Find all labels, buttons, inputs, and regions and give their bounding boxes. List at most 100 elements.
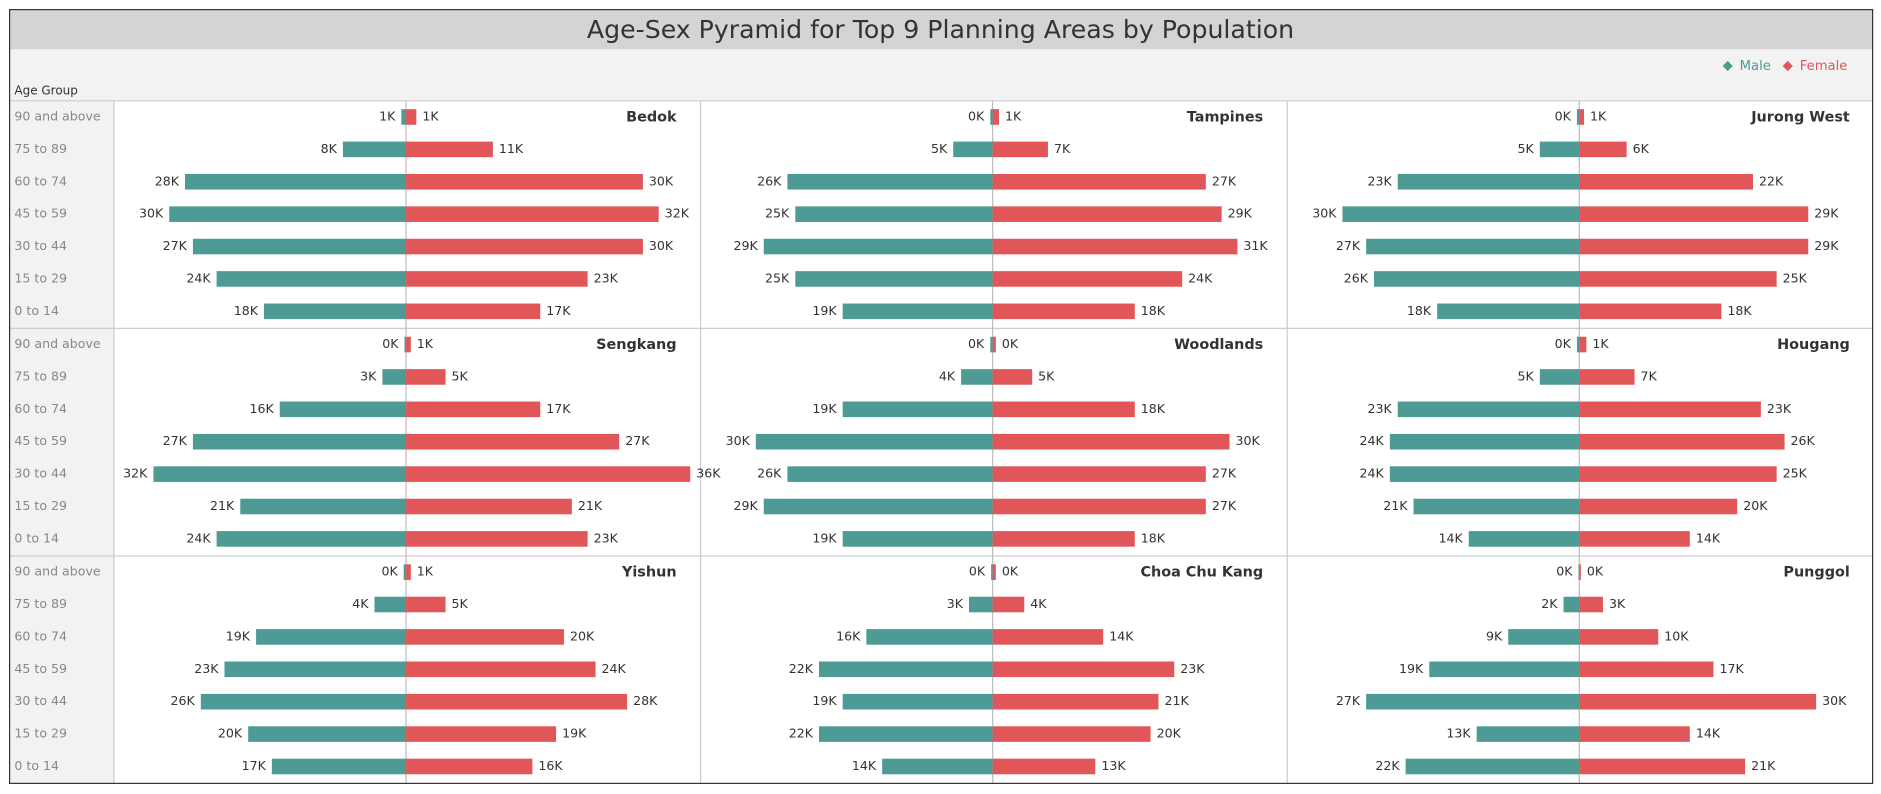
- bar: [374, 596, 407, 613]
- value-label: 24K: [186, 270, 211, 285]
- panel-title: Jurong West: [1750, 110, 1850, 126]
- category-label: 60 to 74: [14, 628, 67, 643]
- bar: [1579, 661, 1714, 678]
- value-label: 30K: [649, 238, 674, 253]
- legend-label: Female: [1800, 59, 1848, 74]
- bar: [992, 433, 1230, 450]
- value-label: 23K: [594, 530, 619, 545]
- bar: [992, 661, 1175, 678]
- bar: [224, 661, 407, 678]
- bar: [992, 596, 1025, 613]
- bar: [992, 336, 996, 353]
- bar: [1579, 726, 1690, 742]
- value-label: 0K: [968, 336, 985, 351]
- value-label: 3K: [360, 368, 377, 383]
- bar: [992, 369, 1033, 385]
- bar: [961, 369, 993, 385]
- bar: [406, 238, 643, 255]
- value-label: 22K: [1759, 173, 1784, 188]
- value-label: 6K: [1633, 141, 1650, 156]
- category-label: 75 to 89: [14, 596, 67, 611]
- value-label: 20K: [570, 628, 595, 643]
- value-label: 27K: [1212, 498, 1237, 513]
- value-label: 5K: [931, 141, 948, 156]
- bar: [1468, 531, 1580, 547]
- value-label: 19K: [812, 530, 837, 545]
- bar: [216, 271, 407, 287]
- value-label: 18K: [1141, 303, 1166, 318]
- value-label: 32K: [665, 206, 690, 221]
- value-label: 5K: [1038, 368, 1055, 383]
- value-label: 25K: [765, 206, 790, 221]
- bar: [1579, 693, 1817, 710]
- value-label: 3K: [947, 596, 964, 611]
- bar: [248, 726, 407, 742]
- value-label: 24K: [186, 530, 211, 545]
- value-label: 20K: [1743, 498, 1768, 513]
- value-label: 27K: [1336, 693, 1361, 708]
- value-label: 17K: [242, 758, 267, 773]
- bar: [406, 726, 557, 742]
- category-label: 90 and above: [14, 564, 100, 579]
- value-label: 27K: [163, 433, 188, 448]
- panel-title: Woodlands: [1174, 337, 1263, 353]
- value-label: 21K: [1383, 498, 1408, 513]
- value-label: 0K: [969, 564, 986, 579]
- value-label: 9K: [1486, 628, 1503, 643]
- bar: [1342, 206, 1580, 222]
- bar: [787, 466, 993, 482]
- value-label: 23K: [594, 270, 619, 285]
- panel-title: Punggol: [1783, 565, 1849, 581]
- bar: [406, 758, 533, 775]
- value-label: 25K: [765, 270, 790, 285]
- category-label: 30 to 44: [14, 466, 67, 481]
- value-label: 0K: [1002, 564, 1019, 579]
- bar: [406, 141, 493, 158]
- value-label: 26K: [757, 466, 782, 481]
- bar: [406, 596, 446, 613]
- outer-border: [8, 9, 1874, 784]
- value-label: 19K: [812, 693, 837, 708]
- value-label: 18K: [1141, 401, 1166, 416]
- value-label: 26K: [171, 693, 196, 708]
- bar: [192, 238, 407, 255]
- bar: [842, 531, 993, 547]
- bar: [1397, 401, 1580, 418]
- bar: [403, 564, 407, 580]
- value-label: 30K: [649, 173, 674, 188]
- bar: [1579, 109, 1585, 125]
- legend-label: Male: [1740, 59, 1771, 74]
- category-label: 0 to 14: [14, 303, 59, 318]
- value-label: 16K: [249, 401, 274, 416]
- value-label: 20K: [1157, 726, 1182, 741]
- value-label: 30K: [1822, 693, 1847, 708]
- bar: [406, 498, 572, 515]
- bar: [406, 629, 564, 645]
- bar: [992, 141, 1048, 158]
- value-label: 18K: [234, 303, 259, 318]
- value-label: 30K: [1312, 206, 1337, 221]
- legend-marker: [1782, 60, 1793, 72]
- value-label: 21K: [578, 498, 603, 513]
- bar: [256, 629, 407, 645]
- value-label: 10K: [1664, 628, 1689, 643]
- value-label: 14K: [1696, 726, 1721, 741]
- bar: [200, 693, 407, 710]
- bar: [1579, 303, 1722, 320]
- value-label: 29K: [1814, 206, 1839, 221]
- bar: [1579, 498, 1738, 515]
- bar: [1579, 271, 1777, 287]
- value-label: 24K: [1360, 433, 1385, 448]
- bar: [153, 466, 407, 482]
- value-label: 19K: [226, 628, 251, 643]
- value-label: 17K: [546, 401, 571, 416]
- value-label: 4K: [352, 596, 369, 611]
- bar: [992, 758, 1096, 775]
- value-label: 27K: [625, 433, 650, 448]
- bar: [1366, 693, 1580, 710]
- bar: [1539, 369, 1580, 385]
- bar: [216, 531, 407, 547]
- value-label: 21K: [1164, 693, 1189, 708]
- value-label: 14K: [852, 758, 877, 773]
- value-label: 0K: [382, 336, 399, 351]
